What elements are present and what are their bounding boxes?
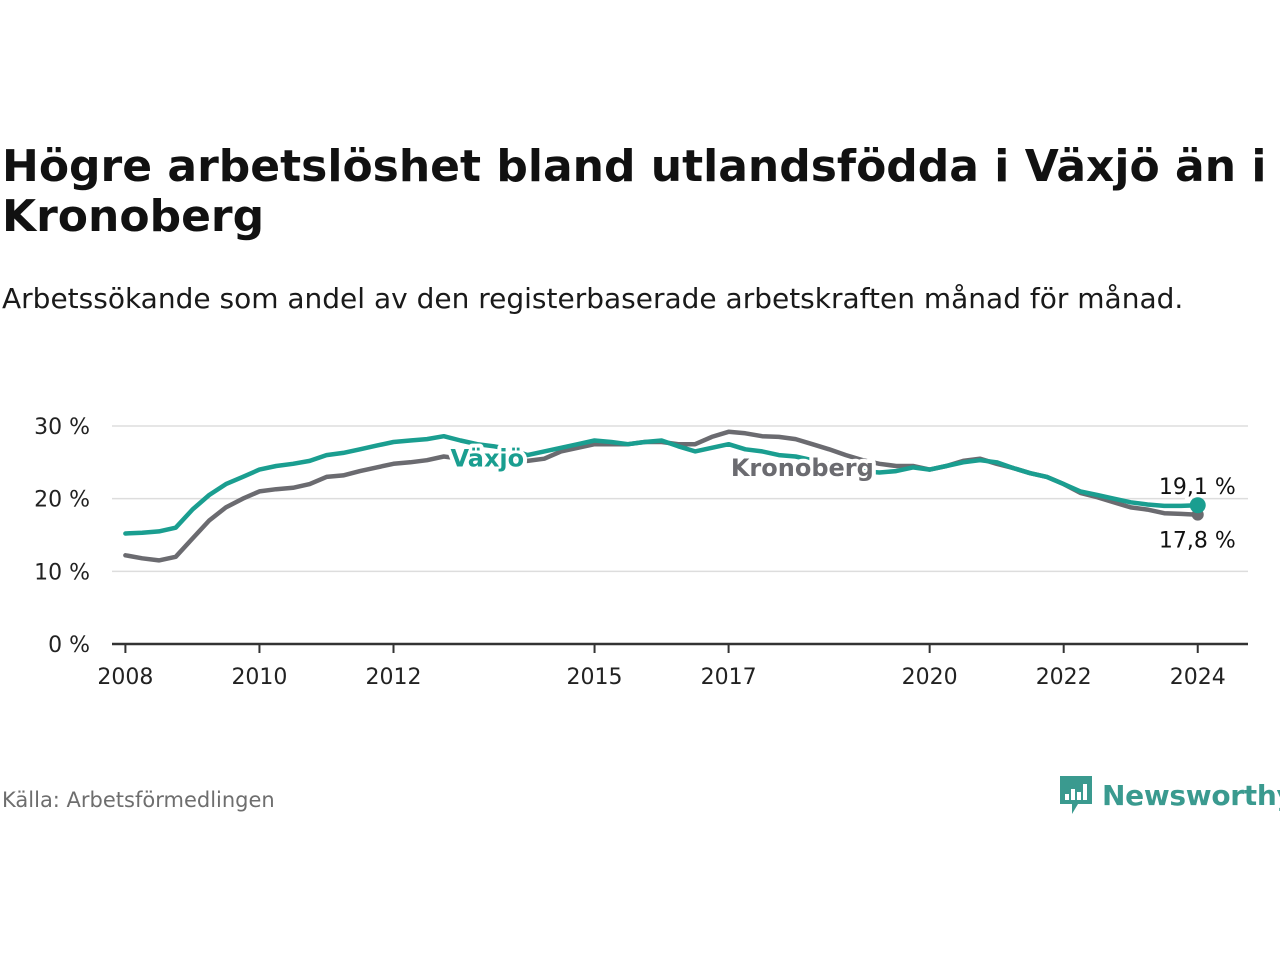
x-tick-label: 2024 xyxy=(1170,665,1226,690)
source-note: Källa: Arbetsförmedlingen xyxy=(2,788,275,812)
brand-name: Newsworthy xyxy=(1102,778,1280,812)
series-end-point xyxy=(1189,497,1206,514)
line-chart: 0 % 10 % 20 % 30 % 2008 2010 2012 2015 2017 2020 2… xyxy=(34,415,1248,690)
x-tick-label: 2008 xyxy=(97,665,153,690)
x-tick-label: 2017 xyxy=(701,665,757,690)
x-tick-label: 2022 xyxy=(1036,665,1092,690)
chart-title: Högre arbetslöshet bland utlandsfödda i … xyxy=(2,141,1267,242)
series-line-kronoberg xyxy=(123,429,1200,563)
grid-lines xyxy=(112,425,1248,573)
series-label-vxj: Växjö xyxy=(450,445,524,473)
x-tick-label: 2012 xyxy=(365,665,421,690)
y-tick-label: 30 % xyxy=(34,415,90,440)
series-lines xyxy=(123,429,1206,563)
newsworthy-logo[interactable]: Newsworthy xyxy=(1058,772,1280,818)
end-value-label: 19,1 % xyxy=(1159,475,1236,500)
y-tick-label: 10 % xyxy=(34,560,90,585)
x-tick-label: 2010 xyxy=(231,665,287,690)
end-value-label: 17,8 % xyxy=(1159,529,1236,554)
chart-subtitle: Arbetssökande som andel av den registerb… xyxy=(2,282,1184,315)
x-tick-label: 2015 xyxy=(567,665,623,690)
y-tick-label: 0 % xyxy=(48,633,90,658)
series-label-kronoberg: Kronoberg xyxy=(731,454,874,482)
series-line-vxj xyxy=(123,433,1200,536)
axes: 0 % 10 % 20 % 30 % 2008 2010 2012 2015 2017 2020 2… xyxy=(34,415,1248,690)
bar-chart-speech-bubble-icon xyxy=(1060,776,1092,814)
y-tick-label: 20 % xyxy=(34,488,90,513)
series-labels: Växjö Kronoberg 19,1 % 17,8 % xyxy=(446,441,1238,557)
x-tick-label: 2020 xyxy=(902,665,958,690)
